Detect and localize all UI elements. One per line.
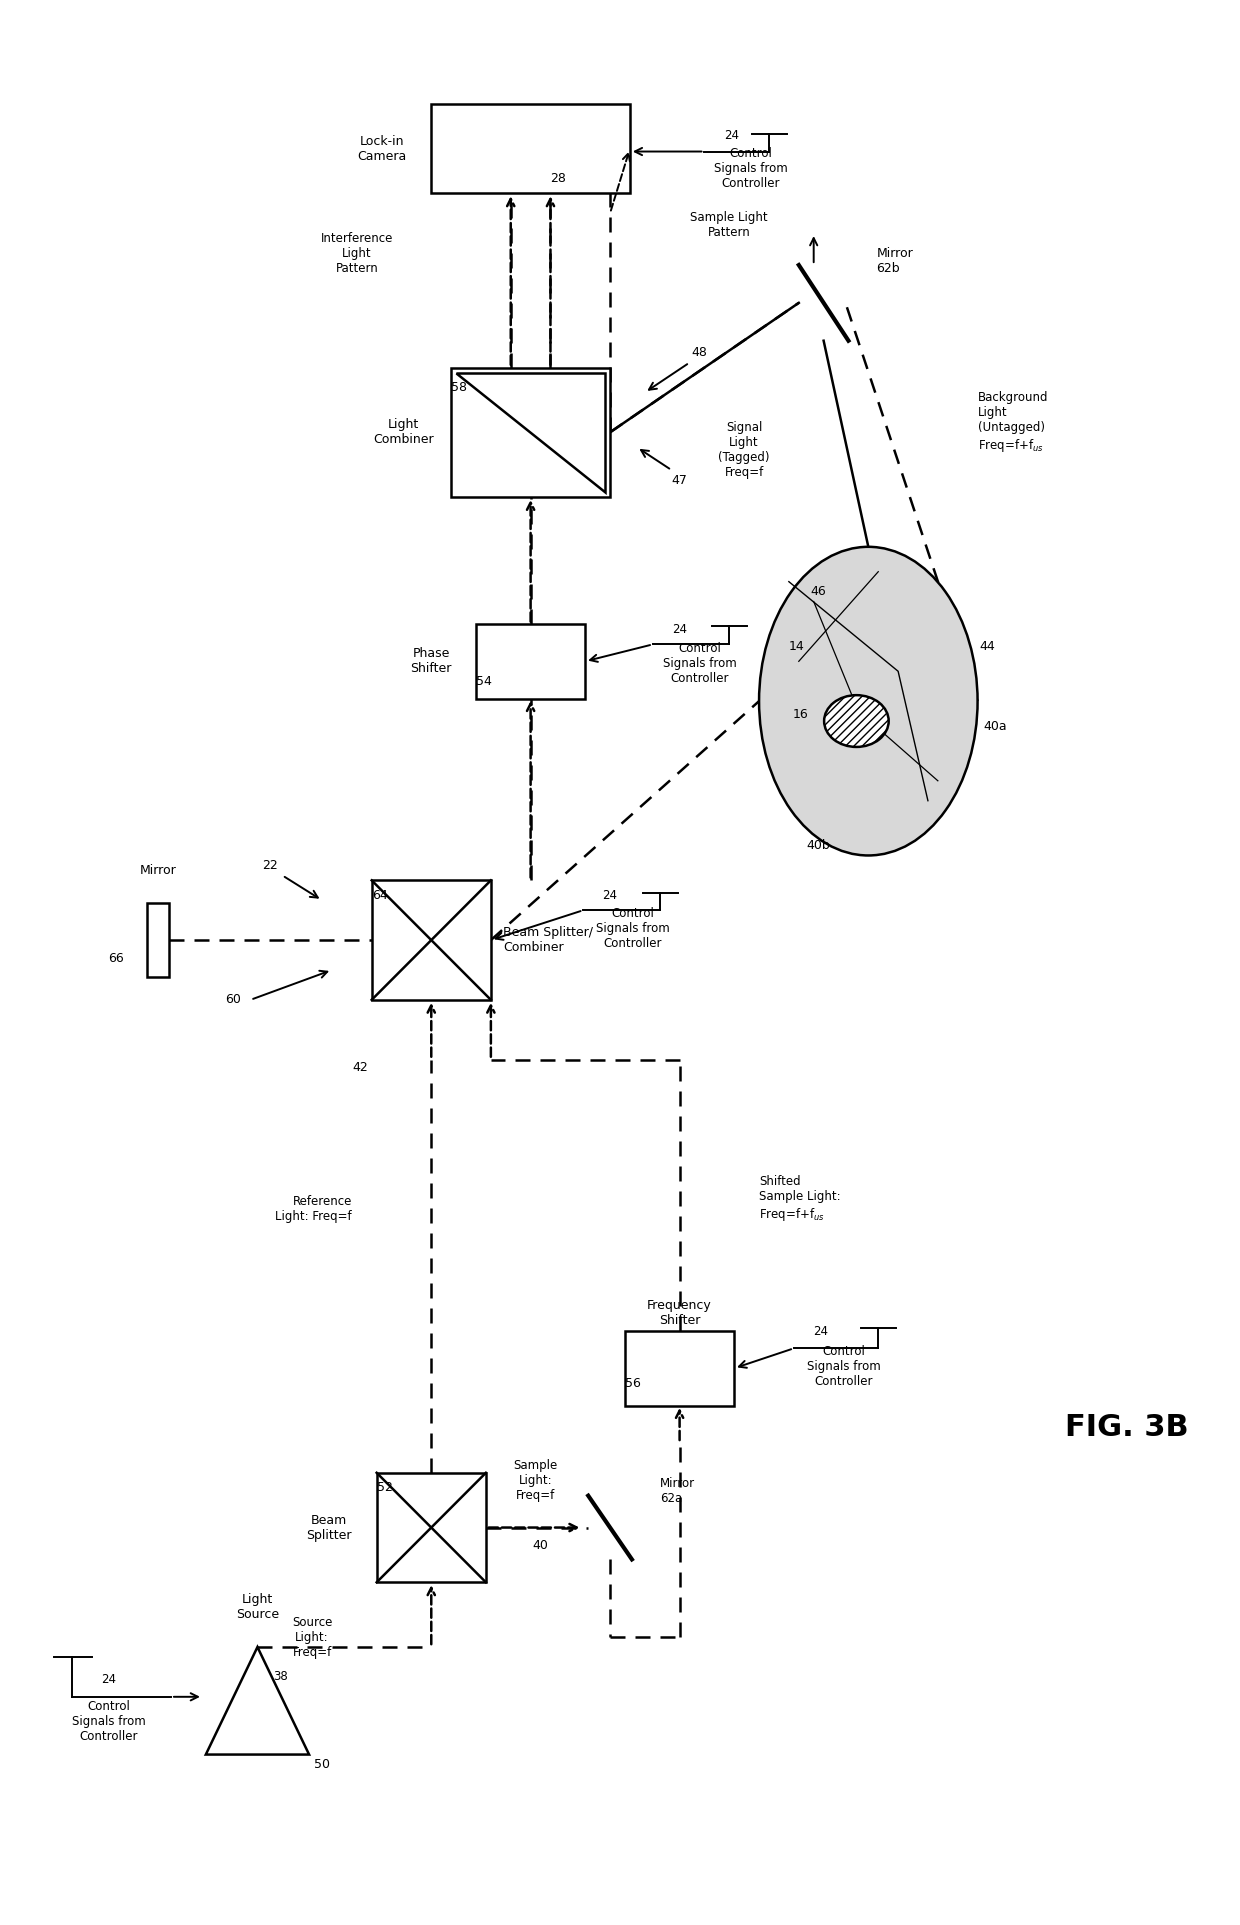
Text: 60: 60	[224, 993, 241, 1007]
Bar	[451, 368, 610, 497]
Text: Reference
Light: Freq=f: Reference Light: Freq=f	[275, 1195, 352, 1222]
Bar	[625, 1330, 734, 1405]
Text: Sample Light
Pattern: Sample Light Pattern	[691, 212, 768, 239]
Text: 47: 47	[672, 474, 687, 487]
Text: 58: 58	[451, 381, 467, 395]
Text: 48: 48	[692, 346, 707, 360]
Text: 64: 64	[372, 889, 388, 901]
Text: 24: 24	[603, 889, 618, 901]
Ellipse shape	[825, 695, 889, 747]
Text: 40a: 40a	[983, 720, 1007, 733]
Text: 24: 24	[724, 129, 739, 142]
Text: 44: 44	[980, 639, 996, 653]
Text: Mirror
62a: Mirror 62a	[660, 1476, 694, 1505]
Text: Phase
Shifter: Phase Shifter	[410, 647, 451, 676]
Text: 40b: 40b	[807, 839, 831, 853]
Text: Mirror
62b: Mirror 62b	[877, 246, 913, 275]
Text: 16: 16	[792, 708, 808, 720]
Ellipse shape	[759, 547, 977, 855]
Bar	[377, 1473, 486, 1582]
Text: Source
Light:
Freq=f: Source Light: Freq=f	[291, 1615, 332, 1659]
Text: Beam Splitter/
Combiner: Beam Splitter/ Combiner	[502, 926, 593, 955]
Text: Sample
Light:
Freq=f: Sample Light: Freq=f	[513, 1459, 558, 1502]
Bar	[148, 903, 169, 978]
Text: 22: 22	[263, 859, 278, 872]
Text: 54: 54	[476, 676, 492, 687]
Text: 56: 56	[625, 1376, 641, 1390]
Text: Mirror: Mirror	[140, 864, 176, 878]
Bar	[432, 104, 630, 192]
Text: 24: 24	[672, 624, 687, 635]
Text: Lock-in
Camera: Lock-in Camera	[357, 135, 407, 162]
Text: Interference
Light
Pattern: Interference Light Pattern	[321, 231, 393, 275]
Text: 40: 40	[533, 1538, 548, 1552]
Text: 24: 24	[100, 1673, 117, 1686]
Text: Frequency
Shifter: Frequency Shifter	[647, 1299, 712, 1328]
Polygon shape	[206, 1648, 309, 1754]
Text: 42: 42	[352, 1061, 367, 1074]
Text: 14: 14	[789, 639, 805, 653]
Text: Control
Signals from
Controller: Control Signals from Controller	[662, 641, 737, 685]
Text: FIG. 3B: FIG. 3B	[1065, 1413, 1188, 1442]
Text: Light
Source: Light Source	[236, 1594, 279, 1621]
Text: Control
Signals from
Controller: Control Signals from Controller	[72, 1700, 145, 1744]
Text: Control
Signals from
Controller: Control Signals from Controller	[806, 1346, 880, 1388]
Text: 66: 66	[109, 951, 124, 964]
Text: Beam
Splitter: Beam Splitter	[306, 1513, 352, 1542]
Text: 28: 28	[551, 171, 567, 185]
Polygon shape	[456, 373, 605, 493]
Bar	[372, 880, 491, 999]
Text: 52: 52	[377, 1480, 393, 1494]
Text: 38: 38	[273, 1671, 288, 1682]
Text: Control
Signals from
Controller: Control Signals from Controller	[714, 146, 787, 191]
Text: 46: 46	[811, 585, 827, 599]
Text: 50: 50	[314, 1758, 330, 1771]
Text: Background
Light
(Untagged)
Freq=f+f$_{us}$: Background Light (Untagged) Freq=f+f$_{u…	[977, 391, 1048, 454]
Bar	[476, 624, 585, 699]
Text: Control
Signals from
Controller: Control Signals from Controller	[596, 907, 670, 949]
Text: Light
Combiner: Light Combiner	[373, 418, 434, 447]
Text: Shifted
Sample Light:
Freq=f+f$_{us}$: Shifted Sample Light: Freq=f+f$_{us}$	[759, 1176, 841, 1222]
Text: 24: 24	[813, 1324, 828, 1338]
Text: Signal
Light
(Tagged)
Freq=f: Signal Light (Tagged) Freq=f	[718, 422, 770, 479]
